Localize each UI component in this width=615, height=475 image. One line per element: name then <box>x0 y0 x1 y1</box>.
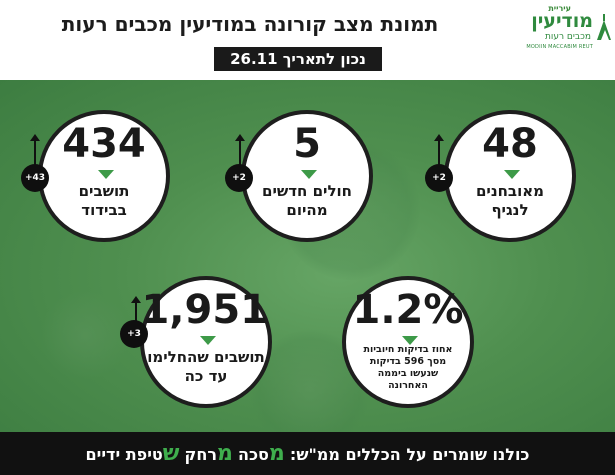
verified-label: מאובחנים לנגיף <box>475 182 545 219</box>
triangle-down-icon <box>504 170 520 179</box>
verified-change-badge: +2 <box>425 164 453 192</box>
logo-emblem-icon <box>597 14 611 40</box>
footer-letter-shin: ש <box>162 441 180 466</box>
stat-positive-rate: 1.2% אחוז בדיקות חיוביות מסך 596 בדיקות … <box>342 276 474 408</box>
arrow-up-icon <box>235 134 245 170</box>
new-cases-label: חולים חדשים מהיום <box>262 182 352 219</box>
logo-line-modiin: מודיעין <box>531 10 593 32</box>
isolation-count: 434 <box>62 121 146 167</box>
footer-intro: כולנו שומרים על הכללים ממ"ש: <box>289 445 530 464</box>
stat-recovered: 1,951 תושבים שהחלימו עד כה <box>140 276 272 408</box>
stat-verified: 48 מאובחנים לנגיף <box>444 110 576 242</box>
isolation-change-badge: +43 <box>21 164 49 192</box>
footer-word-distance: רחק <box>184 445 217 464</box>
header: תמונת מצב קורונה במודיעין מכבים רעות נכו… <box>0 0 615 80</box>
new-cases-change-badge: +2 <box>225 164 253 192</box>
recovered-count: 1,951 <box>141 287 268 333</box>
positive-rate-value: 1.2% <box>352 287 464 333</box>
virus-decoration-icon <box>40 290 130 380</box>
footer-letter-mem-1: מ <box>268 441 285 466</box>
stat-new-cases: 5 חולים חדשים מהיום <box>241 110 373 242</box>
arrow-up-icon <box>434 134 444 170</box>
new-cases-count: 5 <box>293 121 321 167</box>
verified-count: 48 <box>482 121 538 167</box>
city-logo: עיריית מודיעין מכבים רעות MODIIN MACCABI… <box>518 4 613 52</box>
logo-line-maccabim-reut: מכבים רעות <box>544 32 591 42</box>
positive-rate-label: אחוז בדיקות חיוביות מסך 596 בדיקות שנעשו… <box>363 344 453 391</box>
recovered-label: תושבים שהחלימו עד כה <box>147 348 265 385</box>
triangle-down-icon <box>402 336 418 345</box>
footer-letter-mem-2: מ <box>216 441 233 466</box>
footer-banner: כולנו שומרים על הכללים ממ"ש: מסכה מרחק ש… <box>0 432 615 475</box>
triangle-down-icon <box>301 170 317 179</box>
footer-word-mask: סכה <box>237 445 269 464</box>
arrow-up-icon <box>131 296 141 336</box>
triangle-down-icon <box>200 336 216 345</box>
page-title: תמונת מצב קורונה במודיעין מכבים רעות <box>61 12 439 36</box>
logo-line-iriyat: עיריית <box>548 4 571 13</box>
date-banner: נכון לתאריך 26.11 <box>214 47 382 71</box>
triangle-down-icon <box>98 170 114 179</box>
stat-isolation: 434 תושבים בבידוד <box>38 110 170 242</box>
recovered-change-badge: +3 <box>120 320 148 348</box>
isolation-label: תושבים בבידוד <box>78 182 130 219</box>
stats-panel: 434 תושבים בבידוד +43 5 חולים חדשים מהיו… <box>0 80 615 432</box>
arrow-up-icon <box>30 134 40 170</box>
logo-line-english: MODIIN MACCABIM REUT <box>526 44 593 50</box>
footer-word-handwash: טיפת ידיים <box>85 445 163 464</box>
